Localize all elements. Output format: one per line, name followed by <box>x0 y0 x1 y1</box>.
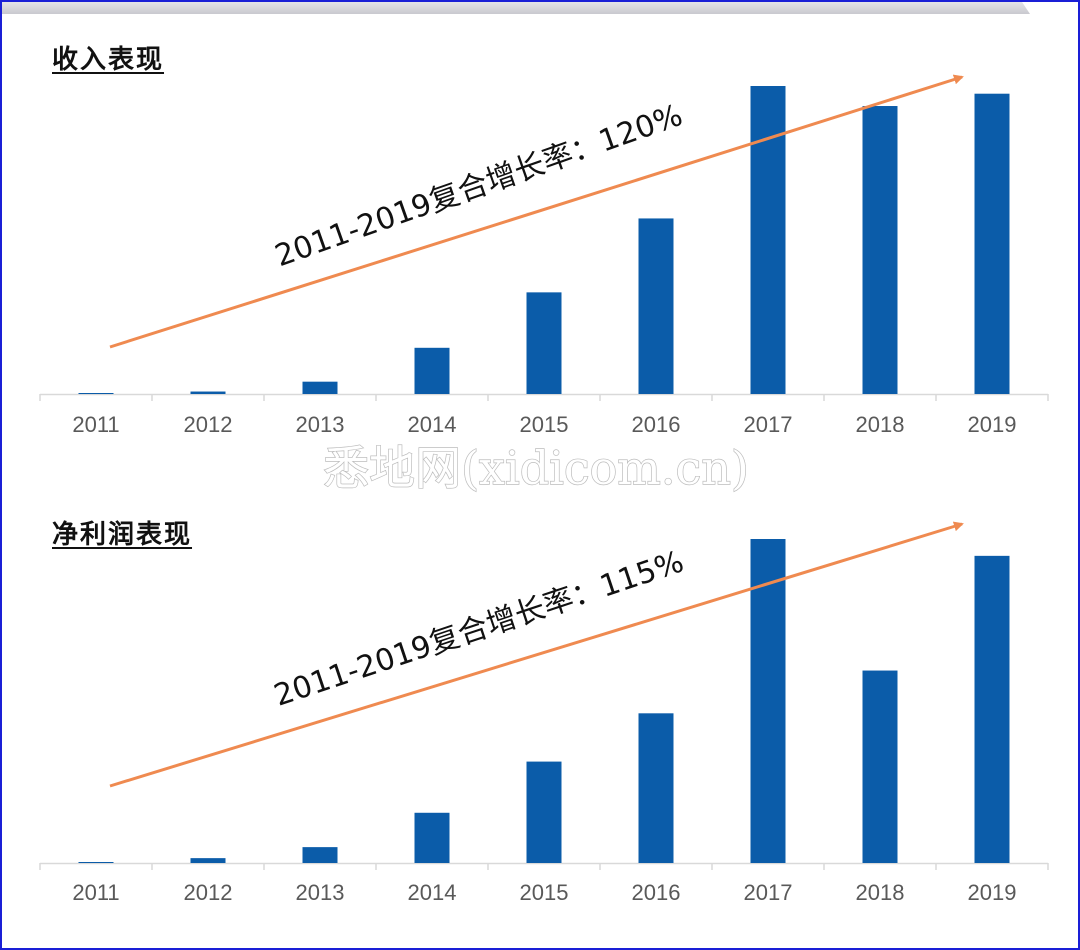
bar-2014 <box>414 347 450 394</box>
bar-2013 <box>302 847 338 863</box>
bar-2019 <box>974 93 1010 394</box>
bar-2012 <box>190 391 226 394</box>
x-tick-label: 2018 <box>856 412 905 437</box>
bar-2014 <box>414 812 450 863</box>
bar-2013 <box>302 381 338 394</box>
chart-title: 净利润表现 <box>52 519 192 550</box>
x-tick-label: 2017 <box>744 412 793 437</box>
chart-1: 收入表现 2011 2012 2013 2014 2015 2016 2017 2018 2019… <box>39 45 1049 437</box>
bar-2015 <box>526 292 562 394</box>
trend-arrow <box>109 74 964 349</box>
bar-2018 <box>862 670 898 863</box>
x-tick-label: 2019 <box>968 412 1017 437</box>
x-tick-label: 2012 <box>184 412 233 437</box>
x-tick-label: 2015 <box>520 880 569 905</box>
watermark-text: 悉地网(xidicom.cn) <box>323 441 749 495</box>
x-tick-label: 2016 <box>632 412 681 437</box>
bar-2011 <box>78 862 114 863</box>
x-tick-label: 2017 <box>744 880 793 905</box>
trend-arrow <box>109 521 964 788</box>
x-tick-label: 2012 <box>184 880 233 905</box>
bar-2017 <box>750 86 786 394</box>
x-tick-label: 2014 <box>408 880 457 905</box>
bar-2015 <box>526 761 562 863</box>
x-tick-label: 2013 <box>296 880 345 905</box>
bar-2017 <box>750 539 786 863</box>
x-tick-label: 2011 <box>72 880 119 905</box>
bar-2016 <box>638 218 674 394</box>
bar-2012 <box>190 858 226 863</box>
bar-2018 <box>862 106 898 395</box>
bar-2016 <box>638 713 674 863</box>
x-tick-label: 2018 <box>856 880 905 905</box>
top-banner <box>2 2 1030 14</box>
x-tick-label: 2013 <box>296 412 345 437</box>
x-tick-label: 2011 <box>72 412 119 437</box>
chart-2: 净利润表现 2011 2012 2013 2014 2015 2016 2017 2018 201… <box>39 519 1049 905</box>
chart-title: 收入表现 <box>52 45 164 75</box>
x-tick-label: 2019 <box>968 880 1017 905</box>
x-tick-label: 2014 <box>408 412 457 437</box>
bar-2019 <box>974 555 1010 863</box>
cagr-annotation: 2011-2019复合增长率：120% <box>271 98 687 274</box>
x-tick-label: 2016 <box>632 880 681 905</box>
x-tick-label: 2015 <box>520 412 569 437</box>
bar-2011 <box>78 393 114 394</box>
